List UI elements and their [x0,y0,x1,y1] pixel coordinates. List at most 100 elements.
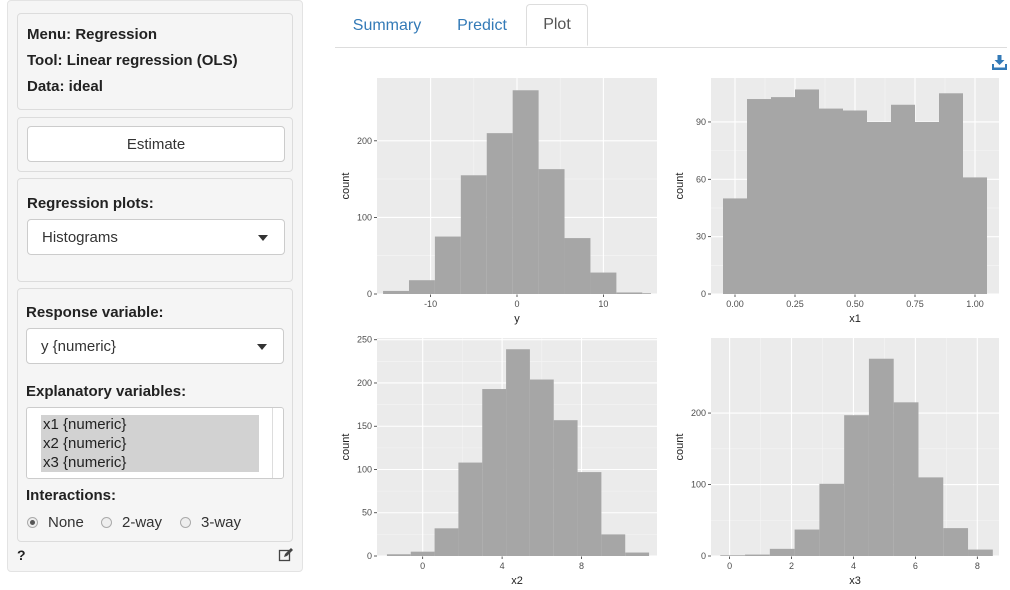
radio-2-way-label[interactable]: 2-way [122,514,163,531]
y-tick-label: 250 [357,335,372,345]
tab-predict[interactable]: Predict [457,17,507,34]
radio-none-label[interactable]: None [48,514,84,531]
x-tick-label: 0.25 [786,299,804,309]
histogram-bar [771,97,795,294]
explanatory-option[interactable]: x1 {numeric} [41,415,259,434]
y-tick-label: 50 [362,508,372,518]
histogram-bar [915,121,939,294]
x-axis-label: x1 [849,313,861,325]
y-tick-label: 150 [357,421,372,431]
y-tick-label: 90 [696,117,706,127]
response-variable-value: y {numeric} [41,337,117,355]
y-tick-label: 200 [691,408,706,418]
histogram-bar [512,90,539,295]
histogram-bar [819,483,845,556]
y-tick-label: 60 [696,174,706,184]
radio-3-way-label[interactable]: 3-way [201,514,242,531]
histogram-bar [577,472,602,556]
radio-none[interactable] [27,517,38,528]
regression-plots-select[interactable]: Histograms [27,219,285,255]
histogram-bar [564,238,591,294]
histogram-bar [506,349,530,556]
help-icon[interactable]: ? [17,547,26,563]
x-tick-label: 0 [420,561,425,571]
regression-plots-value: Histograms [42,228,118,246]
info-panel: Menu: Regression Tool: Linear regression… [17,13,293,110]
tool-label: Tool: Linear regression (OLS) [27,52,238,69]
histogram-bar [458,462,483,556]
histogram-bar [434,528,459,556]
data-label: Data: ideal [27,78,103,95]
histogram-bar [769,548,795,556]
response-variable-select[interactable]: y {numeric} [26,328,284,364]
estimate-panel: Estimate [17,117,293,172]
histogram-bar [795,89,819,294]
x-tick-label: 10 [598,299,608,309]
histogram-bar [538,169,565,294]
tab-plot[interactable]: Plot [526,4,588,46]
histogram-bar [408,280,435,294]
x-axis-label: y [514,313,520,325]
tab-bar: Summary Predict Plot [335,0,1007,48]
x-tick-label: 0.75 [906,299,924,309]
explanatory-option[interactable]: x2 {numeric} [41,434,259,453]
plot-options-panel: Regression plots: Histograms [17,178,293,282]
response-variable-label: Response variable: [26,304,164,321]
x-tick-label: -10 [424,299,437,309]
histogram-bar [867,121,891,294]
sidebar: Menu: Regression Tool: Linear regression… [7,0,303,572]
x-axis-label: x3 [849,575,861,587]
histogram-bar [616,292,643,294]
regression-plots-label: Regression plots: [27,195,154,212]
y-axis-label: count [674,173,686,200]
y-axis-label: count [340,173,352,200]
explanatory-variables-label: Explanatory variables: [26,383,187,400]
histogram-bar [642,293,651,294]
y-tick-label: 0 [367,551,372,561]
y-tick-label: 100 [357,212,372,222]
histogram-bar [590,272,617,294]
x-tick-label: 6 [913,561,918,571]
chevron-down-icon [258,235,268,241]
histogram-bar [968,549,993,556]
download-icon[interactable] [992,55,1007,70]
explanatory-variables-select[interactable]: x1 {numeric} x2 {numeric} x3 {numeric} [26,407,284,479]
histogram-bar [844,415,869,556]
x-tick-label: 4 [851,561,856,571]
listbox-scrollbar[interactable] [272,408,273,478]
y-axis-label: count [340,434,352,461]
x-tick-label: 1.00 [966,299,984,309]
histogram-bar [747,99,771,294]
histogram-bar [745,554,770,556]
histogram-bar [794,529,820,556]
tab-summary[interactable]: Summary [352,17,422,34]
histogram-bar [963,177,987,294]
explanatory-option[interactable]: x3 {numeric} [41,453,259,472]
histogram-bar [939,93,963,294]
histogram-bar [891,104,915,294]
y-tick-label: 0 [701,289,706,299]
histogram-bar [868,358,894,556]
y-tick-label: 100 [691,480,706,490]
histogram-bar [553,420,578,556]
histogram-bar [843,110,867,294]
radio-2-way[interactable] [101,517,112,528]
histogram-bar [918,477,944,556]
x-tick-label: 8 [579,561,584,571]
x-tick-label: 8 [975,561,980,571]
histogram-bar [720,555,746,556]
estimate-button[interactable]: Estimate [27,126,285,162]
x-tick-label: 0 [514,299,519,309]
y-tick-label: 0 [367,289,372,299]
y-tick-label: 100 [357,464,372,474]
histogram-bar [625,552,650,556]
edit-icon[interactable] [278,547,294,563]
radio-3-way[interactable] [180,517,191,528]
histogram-bar [410,551,435,556]
x-axis-label: x2 [511,575,523,587]
histogram-bar [893,402,919,556]
x-tick-label: 2 [789,561,794,571]
interactions-label: Interactions: [26,487,117,504]
histogram-bar [819,108,843,294]
